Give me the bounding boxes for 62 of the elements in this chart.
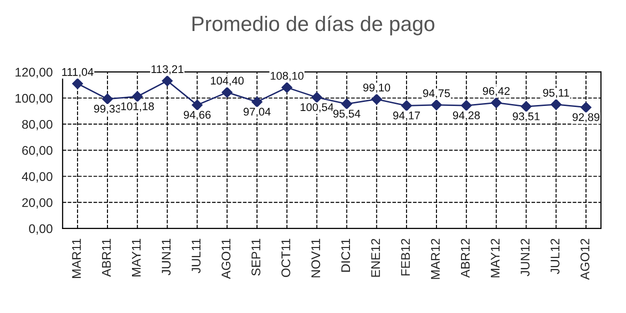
x-tick-label: MAY12 <box>490 238 500 278</box>
data-label: 99,33 <box>94 104 121 114</box>
data-label: 96,42 <box>482 87 510 96</box>
point <box>252 96 262 108</box>
point <box>490 97 502 108</box>
x-tick-label: SEP11 <box>252 238 260 276</box>
y-tick-label: 60,00 <box>22 146 52 156</box>
point <box>460 100 472 111</box>
x-tick-label: JUN11 <box>162 238 171 276</box>
data-label: 94,66 <box>184 110 211 120</box>
point <box>72 78 83 90</box>
point <box>580 102 592 113</box>
x-tick-label: MAY11 <box>132 238 141 276</box>
x-tick-label: JUN12 <box>520 238 530 276</box>
x-tick-label: AGO12 <box>580 238 590 280</box>
y-tick-label: 100,00 <box>16 94 52 104</box>
data-label: 95,54 <box>333 110 360 119</box>
data-label: 97,04 <box>244 108 271 117</box>
data-label: 104,40 <box>210 76 244 86</box>
point <box>102 94 113 104</box>
x-tick-label: JUL11 <box>192 238 201 274</box>
x-tick-label: MAR11 <box>72 238 81 278</box>
data-label: 94,28 <box>452 111 480 121</box>
data-label: 93,51 <box>512 112 540 122</box>
y-tick-label: 40,00 <box>22 172 52 182</box>
data-label: 92,89 <box>572 113 600 122</box>
data-label: 101,18 <box>121 102 154 112</box>
point <box>341 98 352 110</box>
point <box>371 94 382 105</box>
x-tick-label: OCT11 <box>281 238 290 277</box>
data-label: 94,75 <box>423 89 450 98</box>
data-label: 95,11 <box>543 88 570 98</box>
data-label: 111,04 <box>62 68 94 78</box>
x-tick-label: NOV11 <box>311 238 320 278</box>
x-tick-label: JUL12 <box>550 238 560 274</box>
x-tick-label: ABR12 <box>460 238 470 278</box>
data-label: 94,17 <box>393 112 420 121</box>
point <box>132 91 143 102</box>
x-tick-label: DIC11 <box>341 238 350 272</box>
data-label: 100,54 <box>300 103 334 112</box>
point <box>431 99 442 110</box>
point <box>550 99 562 110</box>
chart-title: Promedio de días de pago <box>192 16 434 36</box>
point <box>192 100 203 110</box>
point <box>222 86 233 98</box>
x-tick-label: AGO11 <box>222 238 230 279</box>
data-label: 108,10 <box>270 72 304 82</box>
point <box>162 75 173 86</box>
x-tick-label: ABR11 <box>102 238 111 277</box>
y-tick-label: 120,00 <box>16 68 52 78</box>
data-label: 113,21 <box>152 65 184 74</box>
point <box>401 100 412 112</box>
x-tick-label: ENE12 <box>371 238 380 277</box>
data-label: 99,10 <box>363 84 390 93</box>
point <box>311 92 322 103</box>
x-tick-label: FEB12 <box>401 238 410 276</box>
y-tick-label: 0,00 <box>29 224 52 235</box>
y-tick-label: 20,00 <box>22 198 52 209</box>
point <box>281 82 292 93</box>
y-tick-label: 80,00 <box>22 120 52 130</box>
point <box>520 101 532 112</box>
x-tick-label: MAR12 <box>430 238 440 279</box>
